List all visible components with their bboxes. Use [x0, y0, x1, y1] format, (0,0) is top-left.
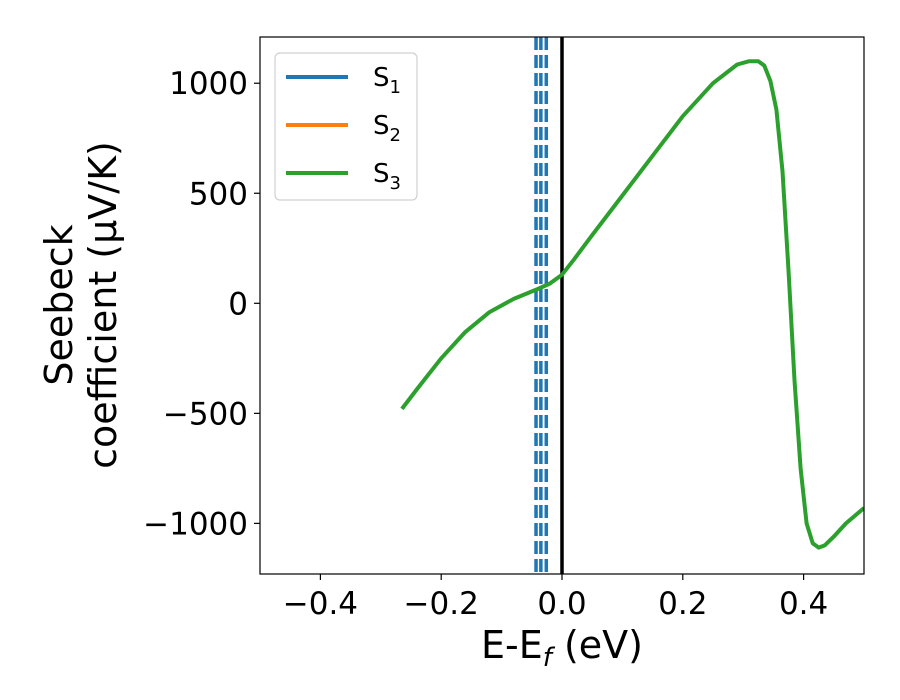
legend-label-2: S2 [373, 111, 401, 146]
x-tick-label: −0.4 [283, 586, 358, 622]
series-line-3 [400, 59, 864, 550]
legend-label-3: S3 [373, 159, 401, 194]
x-axis-title: E-Ef (eV) [481, 623, 643, 673]
x-tick-label: 0.2 [658, 586, 707, 622]
y-tick-label: 500 [189, 176, 248, 212]
y-tick-label: −1000 [143, 506, 248, 542]
axis-ticks: −0.4 −0.2 0.0 0.2 0.4 −1000 −500 0 500 1000 [143, 66, 828, 622]
x-tick-label: 0.0 [537, 586, 586, 622]
y-axis-title-line2: coefficient (μV/K) [81, 141, 125, 469]
y-axis-title-line1: Seebeck [37, 224, 81, 385]
y-axis-title: Seebeck coefficient (μV/K) [37, 141, 125, 469]
x-tick-label: 0.4 [779, 586, 828, 622]
legend-label-1: S1 [373, 63, 401, 98]
x-tick-label: −0.2 [404, 586, 479, 622]
y-tick-label: −500 [163, 396, 248, 432]
y-tick-label: 1000 [169, 66, 248, 102]
y-tick-label: 0 [228, 286, 248, 322]
legend: S1 S2 S3 [274, 52, 418, 201]
